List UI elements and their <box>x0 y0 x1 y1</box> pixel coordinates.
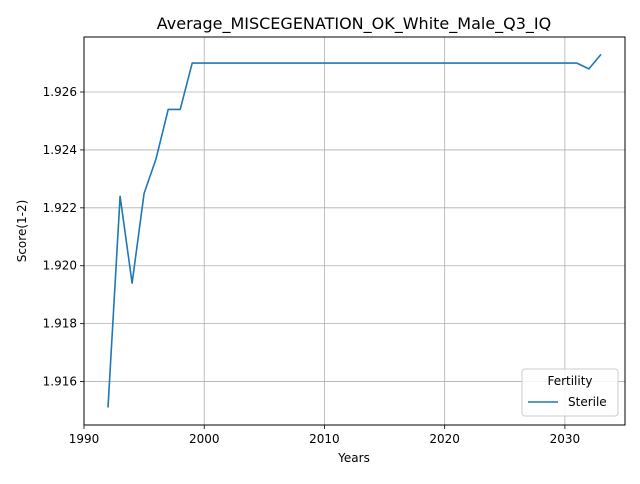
plot-frame <box>83 36 626 426</box>
x-tick-label: 2010 <box>309 432 340 446</box>
y-tick-label: 1.918 <box>43 317 77 331</box>
x-axis-label: Years <box>337 451 370 465</box>
x-axis-ticks: 1990 2000 2010 2020 2030 <box>69 425 580 446</box>
y-tick-label: 1.924 <box>43 143 77 157</box>
legend-label-sterile: Sterile <box>568 395 607 409</box>
legend-box <box>521 368 619 417</box>
x-tick-label: 1990 <box>69 432 100 446</box>
series-lines <box>107 53 602 408</box>
y-tick-label: 1.920 <box>43 259 77 273</box>
x-tick-label: 2030 <box>550 432 581 446</box>
legend: Fertility Sterile <box>521 368 619 417</box>
grid-lines <box>83 37 625 425</box>
chart-title: Average_MISCEGENATION_OK_White_Male_Q3_I… <box>157 14 552 34</box>
y-tick-label: 1.926 <box>43 85 77 99</box>
legend-title: Fertility <box>547 374 592 388</box>
x-tick-label: 2000 <box>189 432 220 446</box>
y-axis-ticks: 1.916 1.918 1.920 1.922 1.924 1.926 <box>43 85 84 389</box>
y-axis-label: Score(1-2) <box>15 200 29 263</box>
y-tick-label: 1.922 <box>43 201 77 215</box>
y-tick-label: 1.916 <box>43 375 77 389</box>
x-tick-label: 2020 <box>429 432 460 446</box>
series-line-sterile <box>107 53 602 408</box>
